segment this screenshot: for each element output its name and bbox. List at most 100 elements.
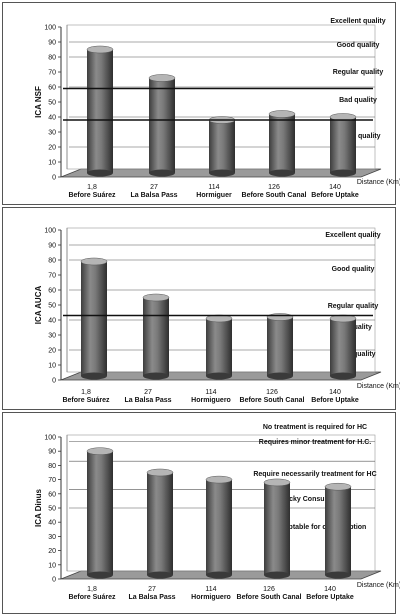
bar-body bbox=[206, 318, 232, 376]
bar-base bbox=[81, 372, 107, 380]
x-category-label: Before South Canal bbox=[237, 594, 302, 601]
x-distance-label: 27 bbox=[144, 389, 152, 396]
bar-top bbox=[146, 468, 174, 477]
y-tick-label: 40 bbox=[48, 115, 56, 122]
bar-body bbox=[269, 114, 295, 173]
y-tick-label: 30 bbox=[48, 333, 56, 340]
y-tick-label: 90 bbox=[48, 243, 56, 250]
y-axis-label: ICA AUCA bbox=[34, 286, 43, 325]
bar-2 bbox=[208, 116, 236, 177]
y-tick-label: 100 bbox=[44, 25, 56, 32]
x-category-label: Hormiguer bbox=[196, 192, 232, 199]
bar-0 bbox=[86, 45, 114, 177]
bar-0 bbox=[80, 257, 108, 380]
x-distance-label: 27 bbox=[148, 586, 156, 593]
y-tick-label: 0 bbox=[52, 577, 56, 584]
y-tick-label: 20 bbox=[48, 348, 56, 355]
bar-base bbox=[206, 372, 232, 380]
x-distance-label: 114 bbox=[208, 184, 219, 191]
zone-label: Excellent quality bbox=[330, 18, 385, 25]
bar-body bbox=[330, 117, 356, 173]
bar-body bbox=[267, 317, 293, 376]
y-tick-label: 70 bbox=[48, 70, 56, 77]
x-category-label: La Balsa Pass bbox=[130, 192, 177, 199]
bar-base bbox=[87, 169, 113, 177]
bar-top bbox=[205, 475, 233, 484]
x-axis-label: Distance (Km) bbox=[357, 582, 400, 589]
y-tick-label: 20 bbox=[48, 145, 56, 152]
bar-top bbox=[86, 447, 114, 455]
y-tick-label: 100 bbox=[44, 228, 56, 235]
bar-top bbox=[148, 74, 176, 82]
chart-svg: 0 10 20 30 40 50 60 70 80 90 100 ICA NSF Excellent q… bbox=[34, 18, 400, 199]
bar-1 bbox=[146, 468, 174, 579]
zone-label: Good quality bbox=[337, 42, 380, 49]
bar-top bbox=[266, 313, 294, 321]
y-tick-label: 60 bbox=[48, 288, 56, 295]
bar-base bbox=[267, 372, 293, 380]
bar-body bbox=[147, 472, 173, 575]
x-category-label: Before South Canal bbox=[242, 192, 307, 199]
y-tick-label: 80 bbox=[48, 258, 56, 265]
zone-label: Bad quality bbox=[339, 97, 377, 104]
x-distance-label: 27 bbox=[150, 184, 158, 191]
bar-base bbox=[206, 571, 232, 579]
x-category-label: Before Suárez bbox=[62, 397, 110, 404]
zone-label: Good quality bbox=[332, 266, 375, 273]
y-tick-label: 50 bbox=[48, 303, 56, 310]
x-distance-label: 140 bbox=[324, 586, 336, 593]
bar-3 bbox=[268, 110, 296, 177]
y-tick-label: 90 bbox=[48, 40, 56, 47]
x-distance-label: 114 bbox=[205, 586, 216, 593]
x-distance-label: 114 bbox=[205, 389, 216, 396]
bar-base bbox=[147, 571, 173, 579]
x-distance-label: 1,8 bbox=[87, 184, 97, 191]
bar-base bbox=[149, 169, 175, 177]
x-distance-label: 1,8 bbox=[81, 389, 91, 396]
bar-base bbox=[330, 169, 356, 177]
x-category-label: Before South Canal bbox=[240, 397, 305, 404]
y-tick-label: 30 bbox=[48, 130, 56, 137]
x-distance-label: 126 bbox=[263, 586, 275, 593]
y-tick-label: 50 bbox=[48, 100, 56, 107]
x-category-label: Before Uptake bbox=[311, 192, 359, 199]
y-tick-label: 30 bbox=[48, 534, 56, 541]
zone-label: Require necessarily treatment for HC bbox=[253, 471, 376, 478]
zone-label: Ricky Consumption bbox=[282, 496, 348, 503]
bar-body bbox=[330, 318, 356, 376]
y-tick-label: 0 bbox=[52, 378, 56, 385]
y-tick-label: 90 bbox=[48, 449, 56, 456]
bar-top bbox=[263, 478, 291, 487]
y-tick-label: 10 bbox=[48, 160, 56, 167]
chart-svg: 0 10 20 30 40 50 60 70 80 90 100 ICA AUCA Excellent … bbox=[34, 228, 400, 405]
x-axis-label: Distance (Km) bbox=[357, 179, 400, 186]
chart-panel-ica-dinus: 0 10 20 30 40 50 60 70 80 90 100 ICA Dinus No treatm… bbox=[2, 412, 400, 614]
y-tick-label: 0 bbox=[52, 175, 56, 182]
x-category-label: Before Uptake bbox=[306, 594, 354, 601]
y-tick-label: 10 bbox=[48, 363, 56, 370]
x-category-label: Before Suárez bbox=[68, 192, 116, 199]
bar-body bbox=[81, 261, 107, 376]
y-tick-label: 20 bbox=[48, 548, 56, 555]
bar-top bbox=[80, 257, 108, 266]
bar-body bbox=[206, 479, 232, 575]
zone-label: Excellent quality bbox=[325, 232, 380, 239]
bar-base bbox=[330, 372, 356, 380]
x-category-label: Before Suárez bbox=[68, 594, 116, 601]
bar-1 bbox=[148, 74, 176, 177]
y-tick-label: 80 bbox=[48, 463, 56, 470]
bar-4 bbox=[324, 482, 352, 579]
zone-label: Regular quality bbox=[328, 303, 379, 310]
y-tick-label: 40 bbox=[48, 520, 56, 527]
bar-body bbox=[143, 297, 169, 376]
bar-top bbox=[324, 482, 352, 491]
y-tick-label: 100 bbox=[44, 435, 56, 442]
x-category-label: Hormiguero bbox=[191, 397, 231, 404]
bar-base bbox=[143, 372, 169, 380]
bar-base bbox=[264, 571, 290, 579]
bar-body bbox=[264, 482, 290, 575]
bar-4 bbox=[329, 314, 357, 380]
bar-body bbox=[87, 451, 113, 575]
y-tick-label: 80 bbox=[48, 55, 56, 62]
bar-base bbox=[269, 169, 295, 177]
